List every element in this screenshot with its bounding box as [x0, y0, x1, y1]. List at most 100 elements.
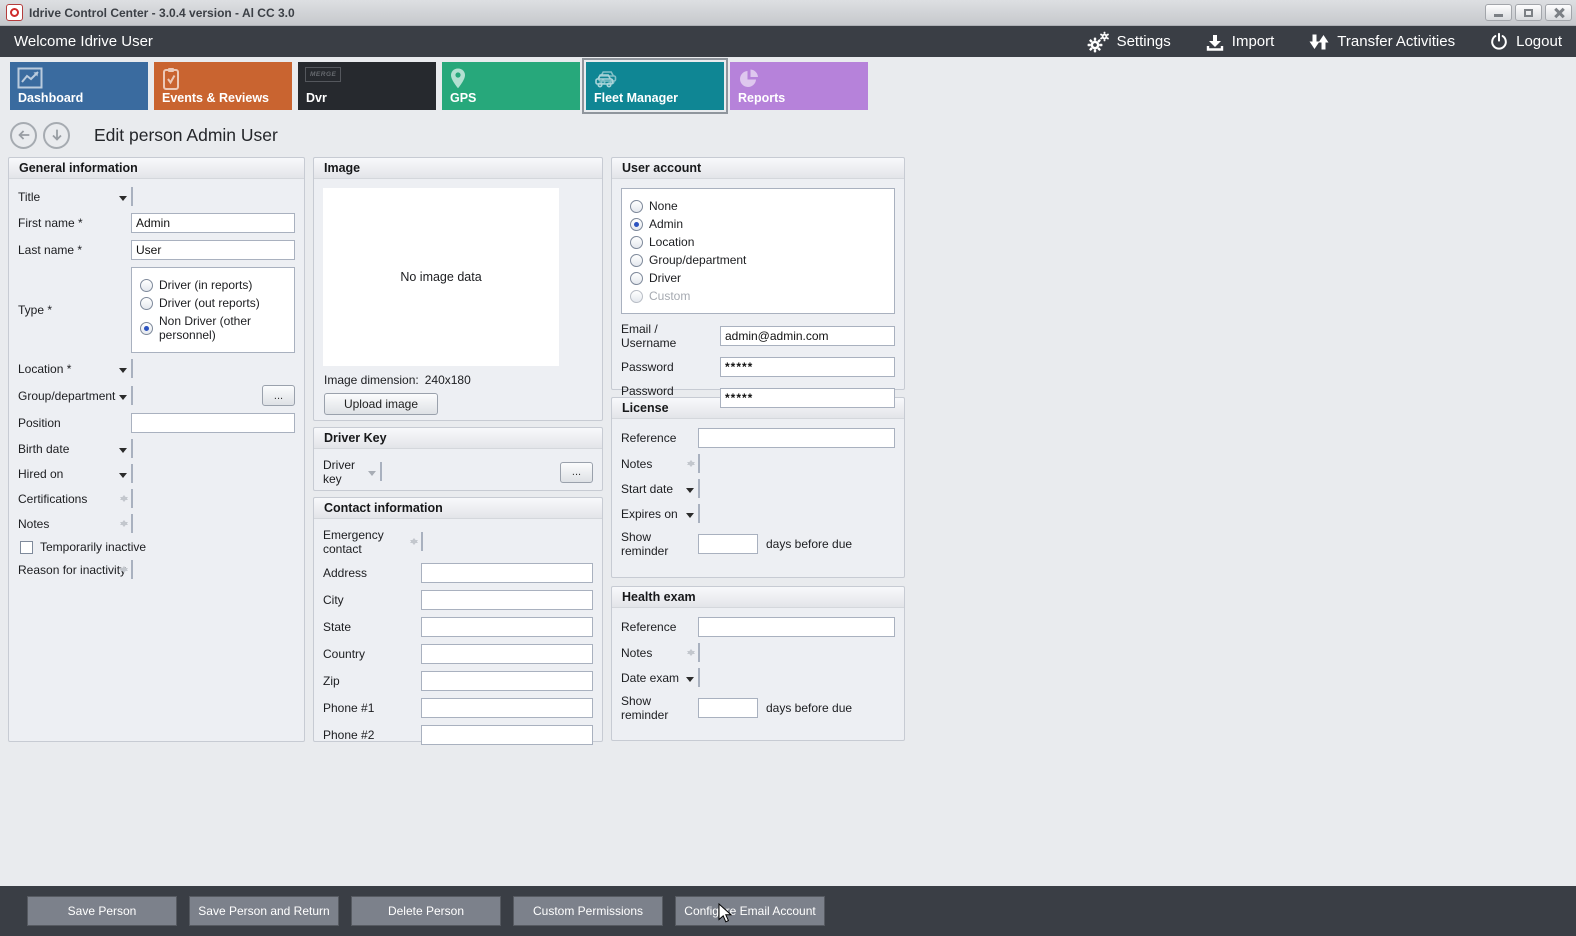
- radio-role-custom: Custom: [630, 289, 886, 303]
- tab-dvr[interactable]: MERGE Dvr: [298, 62, 436, 110]
- page-title: Edit person Admin User: [94, 124, 278, 145]
- minimize-icon: [1494, 14, 1503, 17]
- notes-textarea[interactable]: [120, 514, 133, 533]
- certifications-textarea[interactable]: [120, 489, 133, 508]
- radio-role-location[interactable]: Location: [630, 235, 886, 249]
- back-button[interactable]: [10, 121, 37, 149]
- health-exam-panel: Health exam Reference Notes Date exam Sh…: [611, 586, 905, 741]
- arrow-down-icon: [51, 129, 62, 141]
- password-confirm-field[interactable]: [720, 388, 895, 408]
- first-name-field[interactable]: [131, 213, 295, 233]
- tab-events-reviews[interactable]: Events & Reviews: [154, 62, 292, 110]
- birth-date-select[interactable]: [119, 439, 133, 458]
- scroll-down-icon: [120, 497, 128, 502]
- health-reminder-days-field[interactable]: [698, 698, 758, 718]
- import-button[interactable]: Import: [1205, 32, 1274, 52]
- group-department-select[interactable]: [119, 385, 133, 405]
- health-reminder-label: Show reminder: [621, 694, 669, 722]
- contact-information-panel: Contact information Emergency contact Ad…: [313, 497, 603, 745]
- tab-gps-label: GPS: [450, 91, 477, 105]
- last-name-field[interactable]: [131, 240, 295, 260]
- city-field[interactable]: [421, 590, 593, 610]
- line-chart-icon: [17, 67, 43, 89]
- image-dimension-value: 240x180: [424, 373, 471, 387]
- position-label: Position: [18, 416, 61, 430]
- driver-key-panel-title: Driver Key: [314, 428, 602, 449]
- maximize-button[interactable]: [1515, 4, 1542, 21]
- health-notes-textarea[interactable]: [687, 643, 700, 662]
- license-start-date-label: Start date: [621, 482, 674, 496]
- tab-dashboard-label: Dashboard: [18, 91, 84, 105]
- license-reminder-days-field[interactable]: [698, 534, 758, 554]
- radio-role-group-department[interactable]: Group/department: [630, 253, 886, 267]
- phone1-field[interactable]: [421, 698, 593, 718]
- zip-field[interactable]: [421, 671, 593, 691]
- save-person-return-button[interactable]: Save Person and Return: [189, 896, 339, 926]
- radio-driver-in-reports[interactable]: Driver (in reports): [140, 278, 286, 292]
- window-titlebar: Idrive Control Center - 3.0.4 version - …: [0, 0, 1576, 26]
- radio-role-none[interactable]: None: [630, 199, 886, 213]
- chevron-down-icon: [119, 394, 127, 400]
- license-expires-on-label: Expires on: [621, 507, 678, 521]
- address-field[interactable]: [421, 563, 593, 583]
- tab-fleet-manager[interactable]: Fleet Manager: [586, 62, 724, 110]
- radio-role-driver[interactable]: Driver: [630, 271, 886, 285]
- top-bar: Welcome Idrive User Settings: [0, 26, 1576, 57]
- account-role-radio-group: None Admin Location Group/department Dri…: [621, 188, 895, 314]
- email-username-field[interactable]: [720, 326, 895, 346]
- user-account-panel: User account None Admin Location Group/d…: [611, 157, 905, 412]
- driver-key-more-button[interactable]: ...: [560, 461, 593, 483]
- radio-non-driver[interactable]: Non Driver (other personnel): [140, 314, 286, 342]
- app-icon: [6, 4, 23, 21]
- license-notes-textarea[interactable]: [687, 454, 700, 473]
- last-name-label: Last name *: [18, 243, 83, 257]
- chevron-down-icon: [686, 488, 694, 493]
- window-title: Idrive Control Center - 3.0.4 version - …: [29, 5, 295, 20]
- position-field[interactable]: [131, 413, 295, 433]
- license-reference-field[interactable]: [698, 428, 895, 448]
- state-field[interactable]: [421, 617, 593, 637]
- license-expires-on-select[interactable]: [686, 504, 700, 523]
- password-label: Password: [621, 360, 674, 374]
- scroll-down-icon: [120, 522, 128, 527]
- logout-button[interactable]: Logout: [1489, 32, 1562, 52]
- chevron-down-icon: [119, 196, 127, 201]
- group-department-more-button[interactable]: ...: [262, 385, 295, 406]
- transfer-activities-button[interactable]: Transfer Activities: [1308, 32, 1455, 52]
- country-field[interactable]: [421, 644, 593, 664]
- driver-key-select[interactable]: [368, 462, 382, 481]
- map-pin-icon: [451, 68, 465, 89]
- custom-permissions-button[interactable]: Custom Permissions: [513, 896, 663, 926]
- tab-reports[interactable]: Reports: [730, 62, 868, 110]
- license-reminder-label: Show reminder: [621, 530, 669, 558]
- general-information-panel: General information Title First name * L…: [8, 157, 305, 742]
- transfer-activities-label: Transfer Activities: [1337, 33, 1456, 50]
- module-tabs: Dashboard Events & Reviews MERGE Dvr GPS: [0, 57, 1576, 115]
- save-person-button[interactable]: Save Person: [27, 896, 177, 926]
- radio-icon: [630, 271, 643, 285]
- minimize-button[interactable]: [1485, 4, 1512, 21]
- configure-email-account-button[interactable]: Configure Email Account: [675, 896, 825, 926]
- delete-person-button[interactable]: Delete Person: [351, 896, 501, 926]
- tab-gps[interactable]: GPS: [442, 62, 580, 110]
- emergency-contact-textarea[interactable]: [410, 532, 423, 551]
- settings-button[interactable]: Settings: [1086, 31, 1171, 53]
- scroll-down-button[interactable]: [43, 121, 70, 149]
- health-notes-label: Notes: [621, 646, 653, 660]
- radio-role-admin[interactable]: Admin: [630, 217, 886, 231]
- phone2-field[interactable]: [421, 725, 593, 745]
- upload-image-button[interactable]: Upload image: [324, 393, 438, 415]
- date-exam-select[interactable]: [686, 668, 700, 687]
- title-select[interactable]: [119, 187, 133, 206]
- license-start-date-select[interactable]: [686, 479, 700, 498]
- health-reference-field[interactable]: [698, 617, 895, 637]
- certifications-label: Certifications: [18, 492, 88, 506]
- reason-inactivity-textarea[interactable]: [120, 560, 133, 579]
- location-select[interactable]: [119, 359, 133, 378]
- hired-on-select[interactable]: [119, 464, 133, 483]
- close-button[interactable]: [1545, 4, 1572, 21]
- radio-driver-out-reports[interactable]: Driver (out reports): [140, 296, 286, 310]
- tab-dashboard[interactable]: Dashboard: [10, 62, 148, 110]
- password-field[interactable]: [720, 357, 895, 377]
- temporarily-inactive-checkbox[interactable]: [20, 540, 33, 554]
